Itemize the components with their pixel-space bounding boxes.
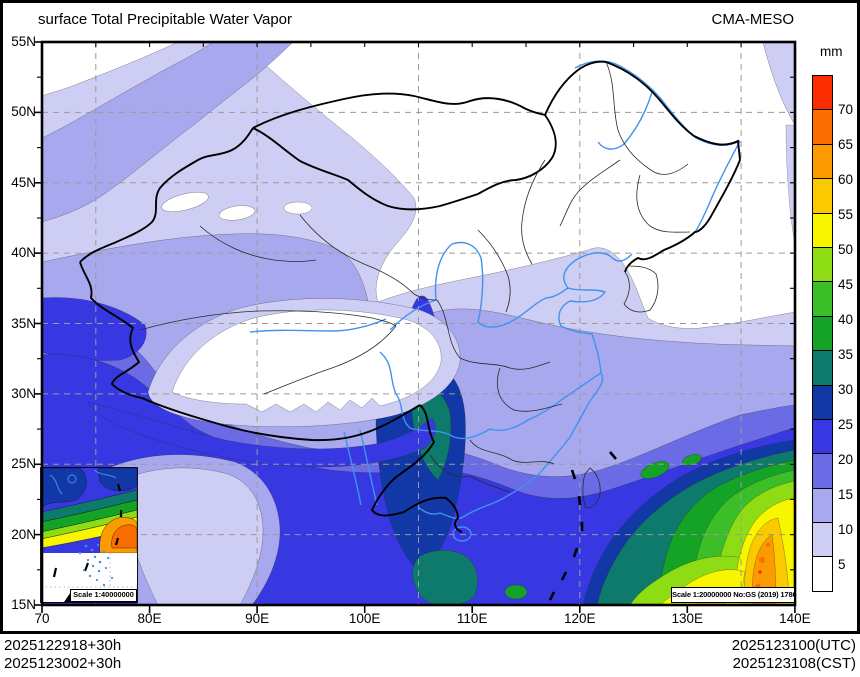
- inset-islands: [78, 543, 119, 592]
- lat-label-55N: 55N: [11, 34, 36, 49]
- lat-label-35N: 35N: [11, 315, 36, 331]
- page-title: surface Total Precipitable Water Vapor: [38, 11, 293, 28]
- colorbar-tick-10: 10: [838, 522, 854, 537]
- country-borders: [79, 60, 741, 533]
- colorbar-tick-50: 50: [838, 242, 854, 257]
- lat-label-30N: 30N: [11, 385, 36, 401]
- colorbar-cell-55-60: [813, 178, 832, 213]
- lon-label-110E: 110E: [456, 611, 488, 626]
- lat-label-50N: 50N: [11, 104, 36, 120]
- colorbar-tick-25: 25: [838, 417, 854, 432]
- colorbar-tick-30: 30: [838, 382, 854, 397]
- colorbar-cell-lt5: [813, 556, 832, 591]
- colorbar-tick-15: 15: [838, 487, 854, 502]
- inset-map: [40, 467, 138, 603]
- precipitable-water-map: [34, 40, 797, 613]
- colorbar-cell-50-55: [813, 212, 832, 247]
- colorbar-unit-label: mm: [820, 44, 843, 59]
- province-borders: [139, 61, 691, 509]
- lon-label-120E: 120E: [563, 611, 596, 626]
- lat-label-20N: 20N: [11, 526, 36, 542]
- init-time-cst: 2025123002+30h: [4, 655, 122, 672]
- axis-ticks: [34, 41, 796, 613]
- colorbar-cell-10-15: [813, 487, 832, 523]
- dash-line-segments: [548, 451, 617, 601]
- map-scale-note: Scale 1:20000000 No:GS (2019) 1786: [671, 587, 795, 603]
- lon-label-130E: 130E: [671, 611, 704, 626]
- colorbar: [812, 75, 833, 592]
- colorbar-cell-35-40: [813, 315, 832, 351]
- colorbar-cell-45-50: [813, 246, 832, 282]
- colorbar-tick-45: 45: [838, 277, 854, 292]
- colorbar-tick-20: 20: [838, 452, 854, 467]
- colorbar-tick-5: 5: [838, 557, 846, 572]
- colorbar-cell-25-30: [813, 384, 832, 419]
- lat-label-25N: 25N: [11, 456, 36, 472]
- colorbar-cell-65-70: [813, 109, 832, 144]
- lon-label-100E: 100E: [348, 611, 381, 626]
- lat-label-45N: 45N: [11, 174, 36, 190]
- lon-label-140E: 140E: [779, 611, 811, 626]
- colorbar-tick-35: 35: [838, 347, 854, 362]
- colorbar-cell-60-65: [813, 143, 832, 179]
- colorbar-cell-5-10: [813, 522, 832, 557]
- colorbar-tick-60: 60: [838, 172, 854, 187]
- valid-time-block: 2025123100(UTC) 2025123108(CST): [732, 637, 856, 673]
- inset-scale-note: Scale 1:40000000: [70, 589, 137, 602]
- colorbar-tick-40: 40: [838, 312, 854, 327]
- colorbar-cell-30-35: [813, 350, 832, 385]
- map-frame: [40, 40, 797, 607]
- lat-label-40N: 40N: [11, 245, 36, 261]
- colorbar-tick-55: 55: [838, 207, 854, 222]
- valid-time-utc: 2025123100(UTC): [731, 637, 856, 654]
- colorbar-cell-gt70: [813, 76, 832, 110]
- init-time-block: 2025122918+30h 2025123002+30h: [4, 637, 121, 673]
- colorbar-cell-20-25: [813, 418, 832, 454]
- colorbar-tick-70: 70: [838, 102, 854, 117]
- colorbar-tick-65: 65: [838, 137, 854, 152]
- colorbar-cell-15-20: [813, 453, 832, 488]
- lon-label-70: 70: [34, 611, 50, 626]
- colorbar-cell-40-45: [813, 281, 832, 316]
- model-name-label: CMA-MESO: [711, 11, 795, 28]
- valid-time-cst: 2025123108(CST): [732, 655, 856, 672]
- lat-label-15N: 15N: [11, 597, 36, 612]
- init-time-utc: 2025122918+30h: [4, 637, 122, 654]
- lon-label-80E: 80E: [137, 611, 162, 626]
- lon-label-90E: 90E: [245, 611, 270, 626]
